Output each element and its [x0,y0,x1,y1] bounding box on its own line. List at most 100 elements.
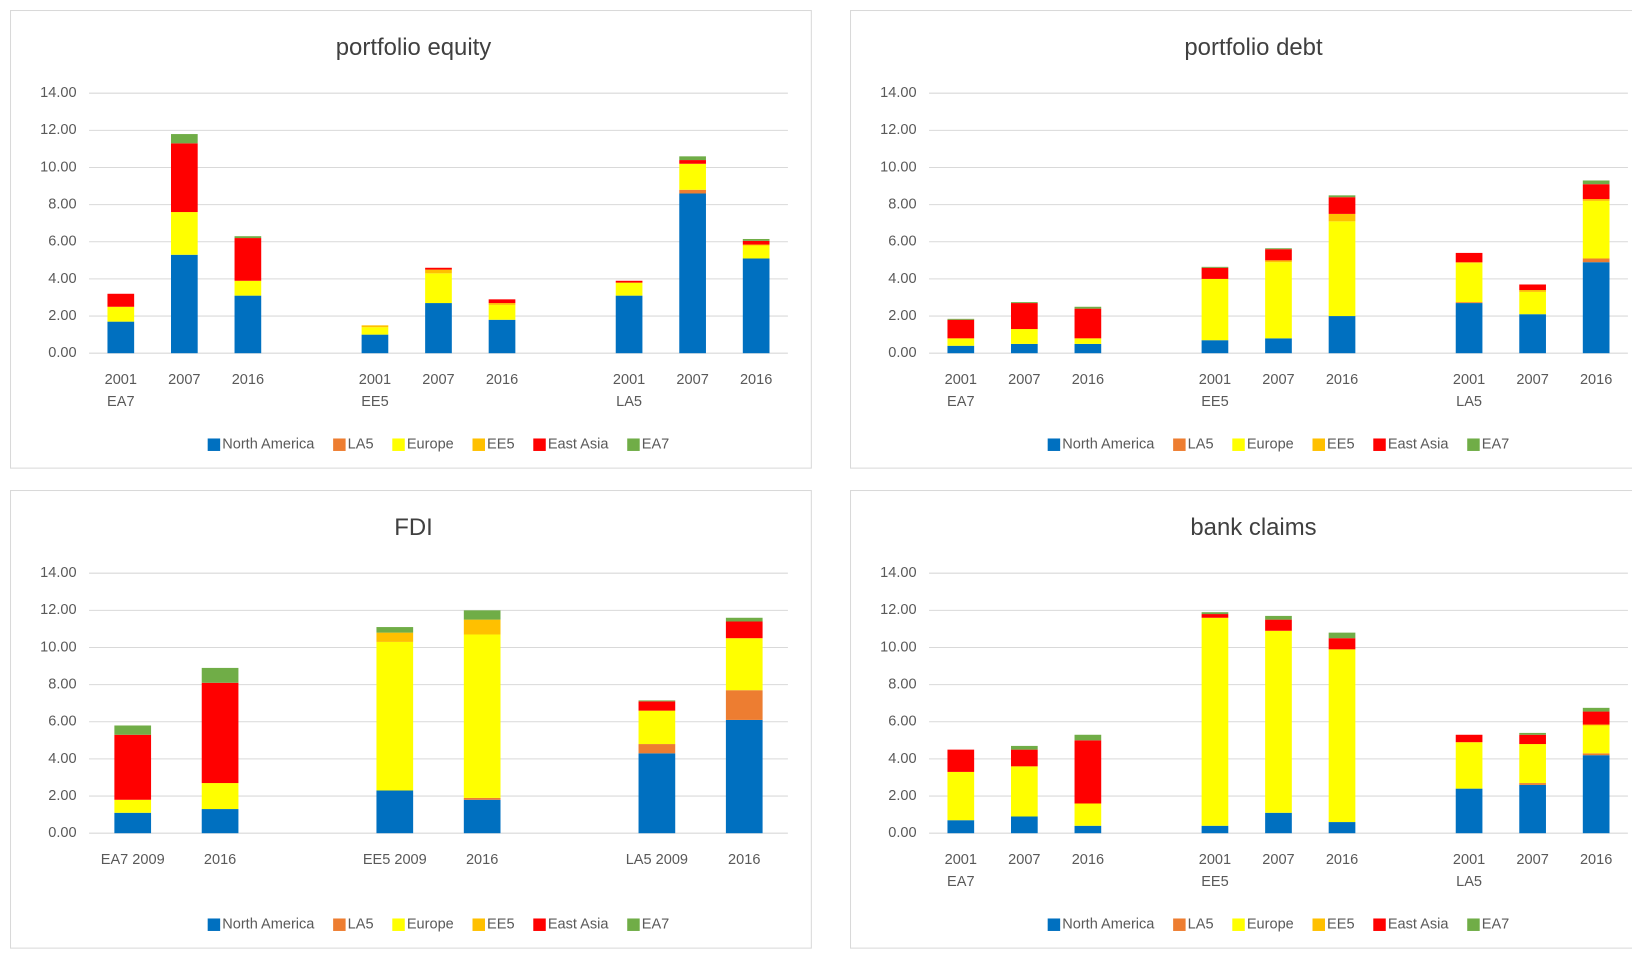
bar-segment [1519,783,1546,785]
chart-panel: portfolio equity 0.00 2.00 4.00 6.00 8.00 10.0… [10,10,812,469]
legend-swatch [533,918,546,931]
bar-segment [1455,788,1483,834]
panel-border [10,10,812,469]
legend-label: LA5 [348,437,374,453]
bar-segment [234,295,262,354]
bar-segment [742,244,770,246]
bar-segment [1328,638,1356,650]
bar-segment [1201,614,1229,618]
bar-segment [947,319,975,339]
legend: North America LA5 Europe EE5 East Asia EA7 [1047,917,1509,933]
bar-segment [1074,740,1102,804]
bar-segment [1201,612,1229,615]
bar-segment [361,325,389,328]
legend-label: EA7 [642,917,670,933]
bar-segment [201,682,239,784]
bar-segment [1010,766,1038,817]
legend: North America LA5 Europe EE5 East Asia EA7 [1047,437,1509,453]
bar-segment [234,236,262,239]
group-label: LA5 [1456,394,1482,410]
bar-segment [725,621,763,639]
x-tick-label: 2016 [204,852,236,868]
bar-segment [425,303,452,354]
bar-segment [638,710,676,745]
y-tick-label: 6.00 [48,714,76,730]
legend-label: East Asia [1388,437,1450,453]
group-label: EE5 [1201,874,1229,890]
x-tick-label: 2001 [613,372,645,388]
bar-segment [234,280,262,296]
legend-label: Europe [1247,437,1294,453]
y-tick-label: 8.00 [888,676,916,692]
bar-segment [114,812,152,834]
x-tick-label: 2016 [232,372,264,388]
bar-segment [1074,825,1102,834]
bar-segment [361,334,389,354]
x-tick-label: 2016 [466,852,498,868]
y-tick-label: 4.00 [888,751,916,767]
bar-segment [1455,742,1483,789]
bar-segment [1519,290,1546,292]
legend-swatch [472,438,485,451]
bar-segment [725,617,763,622]
x-tick-label: 2007 [1008,852,1040,868]
x-tick-label: 2007 [168,372,200,388]
legend-label: LA5 [348,917,374,933]
bar-segment [1265,338,1292,354]
bar-segment [1201,617,1229,826]
chart-title: FDI [394,514,433,541]
bar-segment [1328,197,1356,214]
bar-segment [742,240,770,245]
x-tick-label: 2016 [740,372,772,388]
bar-segment [463,634,501,798]
bar-segment [376,641,414,791]
y-tick-label: 6.00 [48,234,76,250]
bar-segment [463,799,501,834]
bar-segment [1455,734,1483,743]
legend-swatch [333,438,346,451]
y-tick-label: 10.00 [880,159,916,175]
bar-segment [1265,619,1292,631]
legend-label: EE5 [1327,917,1355,933]
legend-label: EA7 [642,437,670,453]
y-tick-label: 2.00 [888,308,916,324]
bar-segment [947,820,975,834]
chart-title: bank claims [1190,514,1316,541]
bar-segment [638,700,676,702]
bar-segment [1455,302,1483,304]
bar-segment [615,295,643,354]
x-tick-label: 2016 [486,372,518,388]
x-tick-label: 2001 [105,372,137,388]
x-tick-label: 2016 [1072,852,1104,868]
bar-segment [1074,306,1102,309]
chart-panel: FDI 0.00 2.00 4.00 6.00 8.00 10.00 12.00 14.00 EA… [10,490,812,949]
x-tick-label: 2001 [945,852,977,868]
x-tick-label: 2016 [1580,852,1612,868]
legend-swatch [1373,918,1386,931]
bar-segment [234,238,262,281]
bar-segment [170,212,198,255]
x-tick-label: 2007 [1262,372,1294,388]
bar-segment [947,749,975,772]
bar-segment [107,321,135,354]
bar-segment [1519,734,1546,745]
chart-title: portfolio debt [1184,34,1323,61]
x-tick-label: 2001 [945,372,977,388]
x-tick-label: 2007 [1008,372,1040,388]
bar-segment [1582,200,1610,259]
legend-swatch [1467,438,1480,451]
legend-swatch [627,918,640,931]
bar-segment [679,193,706,354]
bar-segment [463,610,501,620]
bar-segment [1582,180,1610,185]
bar-segment [742,238,770,241]
legend-label: North America [1062,917,1155,933]
bar-segment [114,799,152,813]
panel-border [850,490,1632,949]
bar-segment [679,156,706,161]
legend-label: LA5 [1188,917,1214,933]
y-tick-label: 12.00 [880,122,916,138]
bar-segment [638,744,676,754]
panel-border [850,10,1632,469]
chart-panel: bank claims 0.00 2.00 4.00 6.00 8.00 10.00 12.0… [850,490,1632,949]
